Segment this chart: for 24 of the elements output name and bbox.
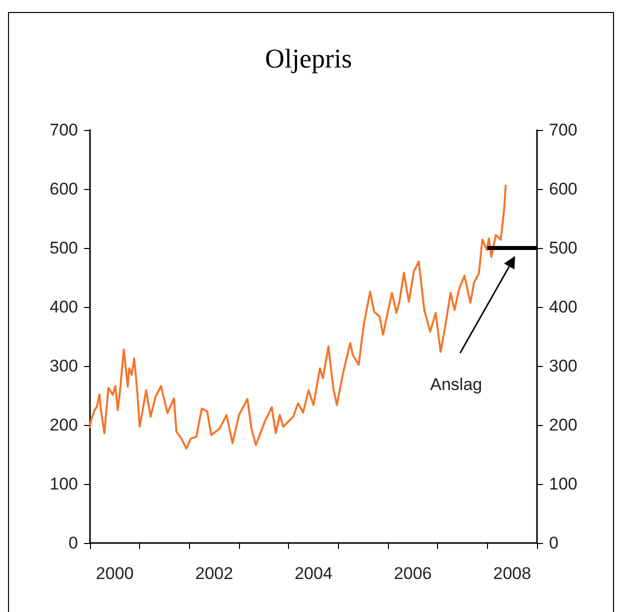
y-tick-label: 200: [50, 416, 78, 434]
line-series: [89, 184, 507, 450]
y-tick-label: 700: [50, 120, 78, 140]
y2-tick-label: 300: [549, 356, 578, 376]
y-tick-label: 100: [50, 474, 78, 494]
y2-tick-label: 100: [549, 474, 578, 494]
x-tick-label: 2004: [294, 564, 332, 583]
x-tick-label: 2002: [195, 564, 234, 583]
annotation: Anslag: [430, 375, 482, 394]
y-tick-label: 600: [50, 180, 78, 198]
y2-tick-label: 400: [549, 298, 578, 316]
x-tick-label: 2006: [394, 564, 432, 583]
y2-tick-label: 500: [549, 238, 578, 258]
x-tick-label: 2008: [493, 564, 532, 583]
y2-tick-label: 200: [549, 416, 578, 434]
x-tick-label: 2000: [96, 564, 134, 583]
y-tick-label: 500: [50, 238, 78, 258]
y2-tick-label: 700: [549, 120, 578, 140]
y-tick-label: 300: [50, 356, 78, 376]
chart-title: Oljepris: [265, 44, 352, 74]
y2-tick-label: 600: [549, 180, 578, 198]
y-tick-label: 0: [68, 534, 78, 552]
y-tick-label: 400: [50, 298, 78, 316]
y2-tick-label: 0: [549, 534, 558, 552]
